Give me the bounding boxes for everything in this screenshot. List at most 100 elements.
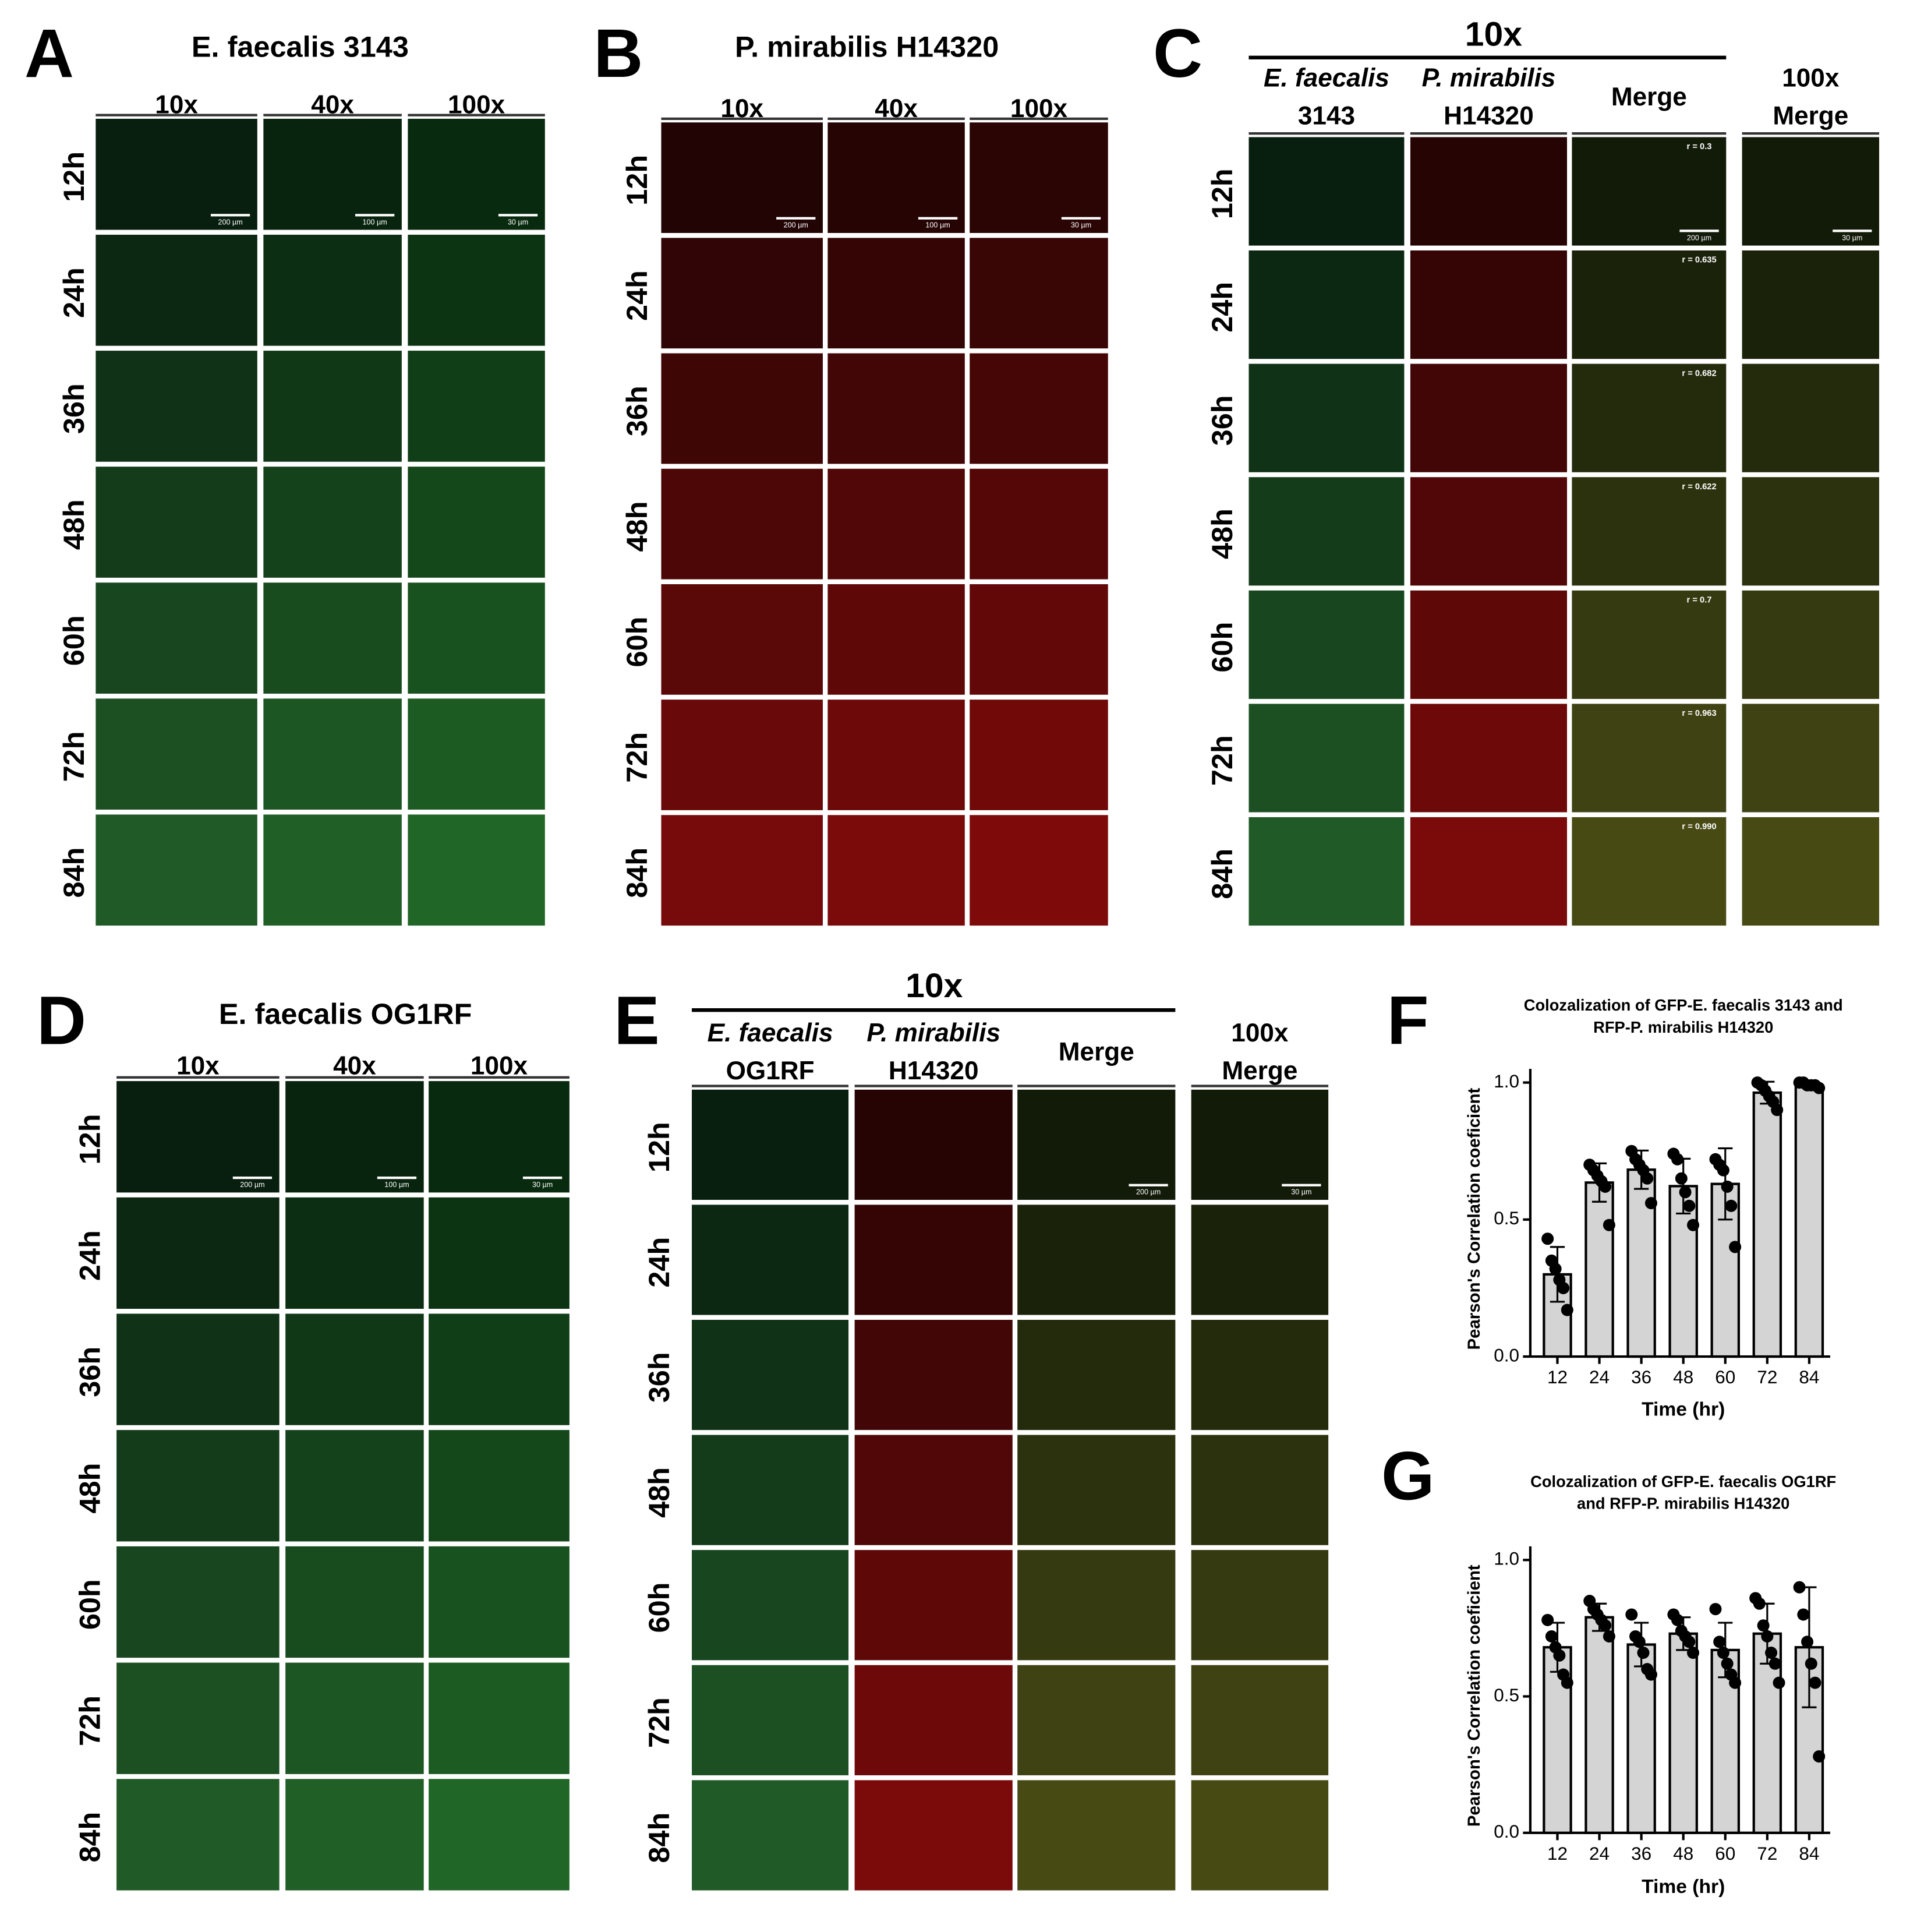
row-label: 84h <box>642 1813 675 1863</box>
data-point <box>1561 1304 1573 1316</box>
x-tick-label: 36 <box>1631 1366 1651 1387</box>
micrograph <box>1017 1665 1176 1775</box>
x-tick-label: 24 <box>1589 1843 1610 1864</box>
data-point <box>1757 1619 1770 1632</box>
chart-letter: F <box>1387 982 1429 1059</box>
row-label: 12h <box>1205 168 1239 219</box>
data-point <box>1717 1647 1729 1659</box>
data-point <box>1713 1636 1726 1648</box>
micrograph <box>970 238 1108 349</box>
x-tick-label: 72 <box>1757 1843 1777 1864</box>
row-label: 36h <box>642 1352 675 1403</box>
data-point <box>1557 1281 1570 1294</box>
micrograph <box>1742 817 1880 926</box>
micrograph <box>827 468 965 580</box>
row-label: 36h <box>57 383 90 434</box>
micrograph <box>1410 590 1568 699</box>
row-label: 60h <box>620 617 653 667</box>
micrograph <box>970 584 1108 695</box>
micrograph <box>661 584 823 695</box>
data-point <box>1768 1657 1781 1670</box>
micrograph <box>970 468 1108 580</box>
micrograph <box>1248 817 1405 926</box>
data-point <box>1801 1636 1814 1648</box>
row-label: 12h <box>57 151 90 202</box>
data-point <box>1637 1647 1650 1659</box>
micrograph <box>1017 1089 1176 1200</box>
micrograph <box>429 1430 570 1542</box>
micrograph <box>1017 1550 1176 1661</box>
row-label: 36h <box>1205 395 1239 446</box>
data-point <box>1797 1608 1810 1621</box>
data-point <box>1541 1613 1554 1626</box>
column-header: E. faecalis <box>708 1019 833 1047</box>
micrograph <box>429 1546 570 1658</box>
row-label: 72h <box>642 1697 675 1748</box>
micrograph <box>408 118 545 230</box>
row-label: 12h <box>73 1114 106 1164</box>
data-point <box>1725 1199 1738 1212</box>
micrograph <box>854 1205 1013 1315</box>
micrograph <box>854 1089 1013 1200</box>
r-value: r = 0.682 <box>1682 369 1716 378</box>
column-header: 100x <box>471 1052 528 1080</box>
micrograph <box>1742 477 1880 586</box>
panel-letter: B <box>593 15 643 91</box>
scale-bar-label: 200 µm <box>1136 1188 1161 1196</box>
micrograph <box>96 582 257 694</box>
y-tick-label: 0.5 <box>1494 1207 1519 1228</box>
micrograph <box>1410 250 1568 359</box>
x-tick-label: 36 <box>1631 1843 1651 1864</box>
x-tick-label: 12 <box>1547 1366 1568 1387</box>
data-point <box>1761 1630 1774 1643</box>
micrograph <box>854 1319 1013 1431</box>
data-point <box>1687 1647 1700 1659</box>
micrograph <box>692 1435 849 1545</box>
micrograph <box>1191 1550 1329 1661</box>
micrograph <box>116 1662 280 1774</box>
micrograph <box>116 1430 280 1542</box>
column-header: H14320 <box>1444 101 1534 130</box>
micrograph <box>970 122 1108 233</box>
micrograph <box>1572 704 1727 813</box>
y-tick-label: 0.0 <box>1494 1821 1519 1842</box>
micrograph <box>1248 704 1405 813</box>
data-point <box>1549 1262 1562 1276</box>
scale-bar-label: 30 µm <box>1842 234 1862 242</box>
micrograph <box>116 1779 280 1891</box>
micrograph <box>116 1197 280 1309</box>
data-point <box>1675 1172 1688 1185</box>
panel-letter: E <box>614 982 660 1059</box>
data-point <box>1644 1197 1657 1210</box>
bar <box>1752 1091 1782 1358</box>
micrograph <box>96 234 257 346</box>
data-point <box>1773 1676 1785 1689</box>
row-label: 24h <box>73 1230 106 1281</box>
data-point <box>1541 1232 1554 1245</box>
data-point <box>1679 1186 1692 1199</box>
panel-letter: C <box>1153 15 1202 91</box>
micrograph <box>1410 137 1568 246</box>
micrograph <box>692 1665 849 1775</box>
row-label: 72h <box>73 1696 106 1746</box>
row-label: 72h <box>57 731 90 782</box>
micrograph <box>1017 1780 1176 1891</box>
x-tick-label: 72 <box>1757 1366 1777 1387</box>
data-point <box>1809 1676 1821 1689</box>
micrograph <box>692 1205 849 1315</box>
data-point <box>1553 1649 1566 1662</box>
micrograph <box>1410 363 1568 472</box>
row-label: 48h <box>57 499 90 550</box>
micrograph <box>263 118 402 230</box>
column-header: 100x <box>1782 63 1840 92</box>
data-point <box>1721 1657 1734 1670</box>
scale-bar-label: 100 µm <box>925 221 950 229</box>
micrograph <box>1742 704 1880 813</box>
x-tick-label: 48 <box>1673 1366 1693 1387</box>
panel-letter: A <box>24 15 74 91</box>
y-tick-label: 1.0 <box>1494 1071 1519 1092</box>
micrograph <box>285 1430 424 1542</box>
micrograph <box>1017 1435 1176 1545</box>
column-header: Merge <box>1611 83 1687 111</box>
